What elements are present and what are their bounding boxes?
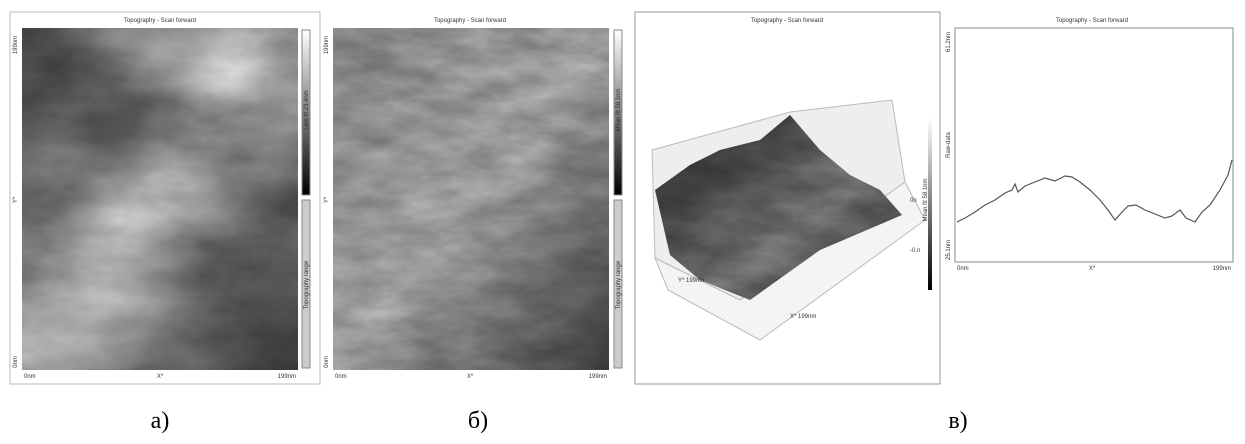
x-axis-label: X* [157, 374, 164, 380]
bar-label: Mean fit 58.1nm [616, 88, 622, 131]
caption: б) [468, 408, 488, 434]
y-max: 199nm [13, 36, 19, 54]
y-min: 0nm [13, 356, 19, 368]
x-min: 0nm [24, 374, 36, 380]
figure: Topography - Scan forward Line fit 23.4n… [0, 0, 1245, 444]
panel-a: Topography - Scan forward Line fit 23.4n… [10, 12, 320, 384]
y-max: 61.2nm [946, 32, 952, 52]
bar-label: Topography range [304, 260, 310, 309]
x-axis-label: X* 199nm [790, 314, 816, 320]
panel-c: Topography - Scan forward Mean fit 58.1n… [635, 12, 940, 384]
x-axis-label: X* [1089, 266, 1096, 272]
panel-title: Topography - Scan forward [124, 18, 196, 24]
y-axis-label: Y* [13, 196, 19, 203]
x-min: 0nm [957, 266, 969, 272]
x-max: 199nm [589, 374, 607, 380]
caption: в) [948, 408, 967, 434]
y-min: 25.1nm [946, 240, 952, 260]
bar-label: Topography range [616, 260, 622, 309]
caption: а) [151, 408, 170, 434]
y-max: 199nm [324, 36, 330, 54]
y-min: 0nm [324, 356, 330, 368]
bar-label: Line fit 23.4nm [304, 90, 310, 129]
afm-texture [22, 28, 298, 370]
afm-texture [333, 28, 609, 370]
x-max: 199nm [278, 374, 296, 380]
z-bottom: -0.n [910, 248, 920, 254]
plot-area [955, 28, 1233, 262]
x-axis-label: X* [467, 374, 474, 380]
panel-b: Topography - Scan forward Mean fit 58.1n… [324, 18, 622, 380]
x-min: 0nm [335, 374, 347, 380]
y-axis-label: Y* 199nm [678, 278, 704, 284]
panel-title: Topography - Scan forward [751, 18, 823, 24]
z-top: 0n [910, 198, 917, 204]
x-max: 199nm [1213, 266, 1231, 272]
y-axis-label: Y* [324, 196, 330, 203]
bar-label: Mean fit 58.1nm [923, 178, 929, 221]
panel-title: Topography - Scan forward [1056, 18, 1128, 24]
y-axis-label: Raw-data [946, 132, 952, 158]
panel-d: Topography - Scan forward 61.2nm Raw-dat… [946, 18, 1233, 272]
panel-title: Topography - Scan forward [434, 18, 506, 24]
